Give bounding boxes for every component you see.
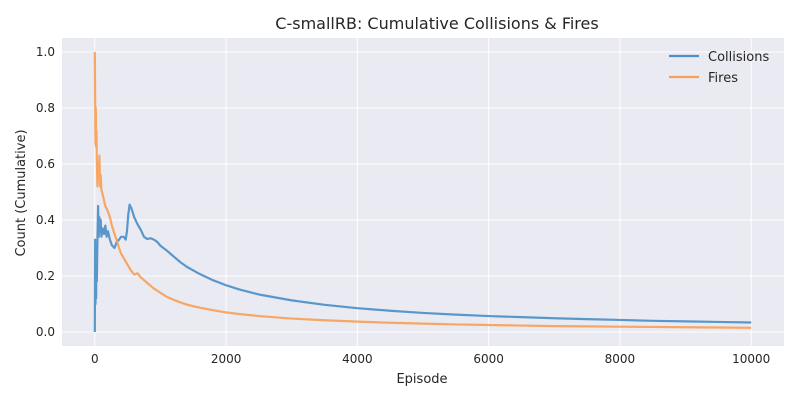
y-tick-label: 0.6 xyxy=(36,157,55,171)
y-tick-label: 1.0 xyxy=(36,45,55,59)
x-tick-label: 0 xyxy=(91,352,99,366)
x-tick-label: 4000 xyxy=(342,352,373,366)
x-axis-label: Episode xyxy=(396,372,447,387)
legend-label-fires: Fires xyxy=(708,71,738,86)
series-layer xyxy=(93,51,752,333)
x-tick-label: 8000 xyxy=(605,352,636,366)
chart-title: C-smallRB: Cumulative Collisions & Fires xyxy=(275,14,598,33)
x-tick-label: 6000 xyxy=(473,352,504,366)
tick-labels: 0 2000 4000 6000 8000 10000 0.0 0.2 0.4 0.6 0.8 1.0 xyxy=(36,45,770,366)
x-tick-label: 10000 xyxy=(732,352,770,366)
x-tick-label: 2000 xyxy=(211,352,242,366)
grid-lines xyxy=(62,38,784,346)
y-tick-label: 0.0 xyxy=(36,325,55,339)
series-line-collisions xyxy=(93,203,752,333)
plot-area xyxy=(62,38,784,346)
y-tick-label: 0.4 xyxy=(36,213,55,227)
legend: Collisions Fires xyxy=(669,50,769,86)
legend-label-collisions: Collisions xyxy=(708,50,769,65)
y-tick-label: 0.2 xyxy=(36,269,55,283)
y-axis-label: Count (Cumulative) xyxy=(14,129,29,256)
y-tick-label: 0.8 xyxy=(36,101,55,115)
series-line-fires xyxy=(93,51,752,329)
